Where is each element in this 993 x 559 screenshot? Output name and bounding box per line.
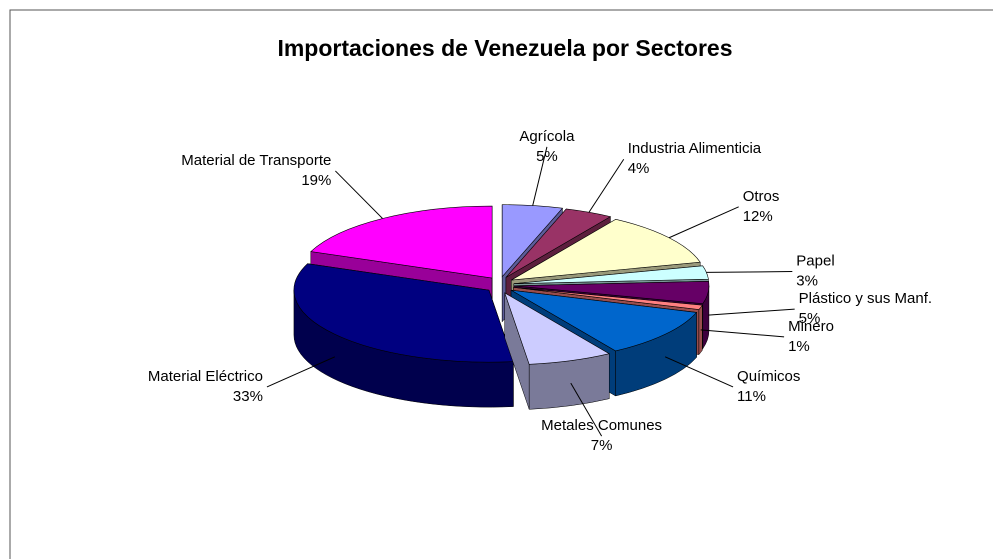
slice [513, 265, 709, 284]
value-label: 12% [743, 208, 773, 225]
value-label: 7% [591, 437, 613, 454]
value-label: 33% [233, 388, 263, 405]
value-label: 11% [737, 388, 766, 405]
value-label: 4% [628, 160, 650, 177]
leader-line [588, 159, 625, 213]
slice [513, 280, 710, 305]
category-label: Material Eléctrico [148, 368, 263, 385]
category-label: Químicos [737, 368, 800, 385]
slice [513, 287, 703, 310]
value-label: 5% [799, 310, 821, 327]
leader-line [706, 271, 793, 273]
leader-line [708, 308, 795, 316]
leader-line [570, 382, 603, 437]
leader-line [700, 329, 785, 338]
value-label: 19% [301, 172, 331, 189]
value-label: 5% [536, 148, 558, 165]
leader-line [668, 206, 739, 239]
category-label: Minero [788, 318, 834, 335]
chart-title: Importaciones de Venezuela por Sectores [277, 35, 732, 61]
leader-line [266, 356, 336, 388]
leader-line [335, 170, 383, 219]
slice [510, 289, 698, 352]
chart-border [9, 9, 993, 559]
slice [293, 263, 514, 363]
category-label: Metales Comunes [541, 417, 662, 434]
value-label: 1% [788, 338, 810, 355]
leader-line [664, 356, 734, 388]
leader-line [532, 146, 548, 206]
category-label: Material de Transporte [181, 152, 331, 169]
category-label: Agrícola [519, 128, 575, 145]
category-label: Industria Alimenticia [628, 140, 762, 157]
value-label: 3% [796, 273, 818, 290]
category-label: Plástico y sus Manf. [799, 290, 932, 307]
slice [504, 292, 611, 365]
slice [310, 205, 493, 279]
slice [505, 208, 612, 278]
category-label: Papel [796, 253, 834, 270]
category-label: Otros [743, 188, 780, 205]
slice [511, 218, 701, 281]
